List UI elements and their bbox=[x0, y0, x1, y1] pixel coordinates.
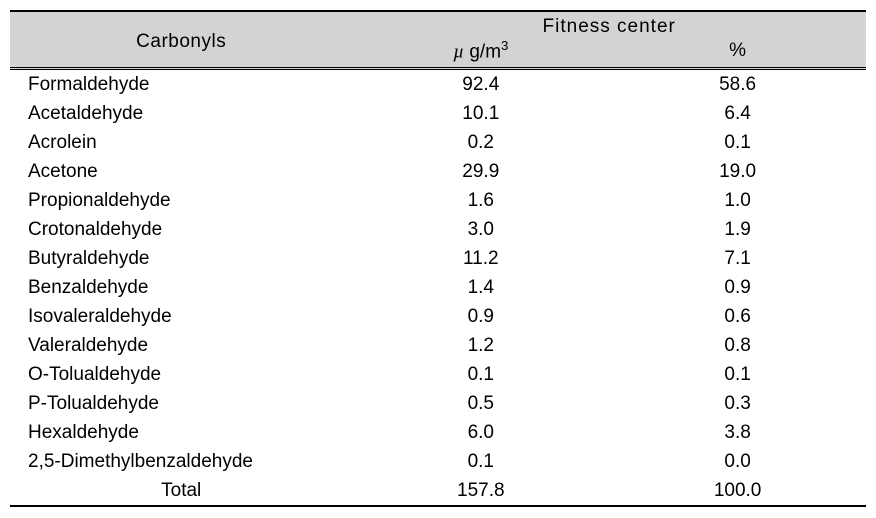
cell-conc: 0.5 bbox=[352, 389, 609, 418]
cell-pct: 19.0 bbox=[609, 157, 866, 186]
table-total-row: Total157.8100.0 bbox=[10, 476, 866, 506]
table-row: Propionaldehyde1.61.0 bbox=[10, 186, 866, 215]
total-conc: 157.8 bbox=[352, 476, 609, 506]
cell-name: Acetone bbox=[10, 157, 352, 186]
table-row: Acetaldehyde10.16.4 bbox=[10, 99, 866, 128]
cell-pct: 0.3 bbox=[609, 389, 866, 418]
cell-name: Valeraldehyde bbox=[10, 331, 352, 360]
table-row: P-Tolualdehyde0.50.3 bbox=[10, 389, 866, 418]
cell-pct: 1.9 bbox=[609, 215, 866, 244]
header-carbonyls: Carbonyls bbox=[10, 11, 352, 69]
cell-pct: 7.1 bbox=[609, 244, 866, 273]
table-row: Formaldehyde92.458.6 bbox=[10, 69, 866, 100]
cell-pct: 6.4 bbox=[609, 99, 866, 128]
cell-conc: 10.1 bbox=[352, 99, 609, 128]
cell-name: Acrolein bbox=[10, 128, 352, 157]
cell-pct: 58.6 bbox=[609, 69, 866, 100]
header-pct: % bbox=[609, 38, 866, 69]
cell-conc: 0.9 bbox=[352, 302, 609, 331]
table-header: Carbonyls Fitness center µ g/m3 % bbox=[10, 11, 866, 69]
cell-conc: 29.9 bbox=[352, 157, 609, 186]
table-row: Valeraldehyde1.20.8 bbox=[10, 331, 866, 360]
cell-name: Hexaldehyde bbox=[10, 418, 352, 447]
table-row: O-Tolualdehyde0.10.1 bbox=[10, 360, 866, 389]
table-body: Formaldehyde92.458.6Acetaldehyde10.16.4A… bbox=[10, 69, 866, 507]
cell-pct: 0.1 bbox=[609, 360, 866, 389]
table-row: Isovaleraldehyde0.90.6 bbox=[10, 302, 866, 331]
cell-name: Acetaldehyde bbox=[10, 99, 352, 128]
cell-name: Isovaleraldehyde bbox=[10, 302, 352, 331]
cell-conc: 3.0 bbox=[352, 215, 609, 244]
cell-name: P-Tolualdehyde bbox=[10, 389, 352, 418]
cell-pct: 0.6 bbox=[609, 302, 866, 331]
table-row: Butyraldehyde11.27.1 bbox=[10, 244, 866, 273]
cell-conc: 1.4 bbox=[352, 273, 609, 302]
cell-pct: 0.0 bbox=[609, 447, 866, 476]
table-row: Hexaldehyde6.03.8 bbox=[10, 418, 866, 447]
cell-pct: 0.8 bbox=[609, 331, 866, 360]
table-row: Crotonaldehyde3.01.9 bbox=[10, 215, 866, 244]
cell-pct: 0.9 bbox=[609, 273, 866, 302]
table-row: Benzaldehyde1.40.9 bbox=[10, 273, 866, 302]
header-unit: µ g/m3 bbox=[352, 38, 609, 69]
unit-sup: 3 bbox=[501, 38, 508, 53]
cell-name: O-Tolualdehyde bbox=[10, 360, 352, 389]
cell-conc: 1.2 bbox=[352, 331, 609, 360]
carbonyls-table-container: Carbonyls Fitness center µ g/m3 % Formal… bbox=[10, 10, 866, 507]
cell-conc: 0.1 bbox=[352, 447, 609, 476]
cell-conc: 0.1 bbox=[352, 360, 609, 389]
table-row: 2,5-Dimethylbenzaldehyde0.10.0 bbox=[10, 447, 866, 476]
total-label: Total bbox=[10, 476, 352, 506]
unit-rest: g/m bbox=[464, 41, 501, 62]
cell-name: Formaldehyde bbox=[10, 69, 352, 100]
cell-conc: 6.0 bbox=[352, 418, 609, 447]
total-pct: 100.0 bbox=[609, 476, 866, 506]
table-row: Acetone29.919.0 bbox=[10, 157, 866, 186]
unit-mu: µ bbox=[453, 41, 464, 62]
cell-name: 2,5-Dimethylbenzaldehyde bbox=[10, 447, 352, 476]
cell-conc: 11.2 bbox=[352, 244, 609, 273]
cell-name: Butyraldehyde bbox=[10, 244, 352, 273]
cell-conc: 1.6 bbox=[352, 186, 609, 215]
cell-pct: 3.8 bbox=[609, 418, 866, 447]
cell-name: Propionaldehyde bbox=[10, 186, 352, 215]
carbonyls-table: Carbonyls Fitness center µ g/m3 % Formal… bbox=[10, 10, 866, 507]
cell-name: Benzaldehyde bbox=[10, 273, 352, 302]
cell-conc: 0.2 bbox=[352, 128, 609, 157]
cell-pct: 0.1 bbox=[609, 128, 866, 157]
cell-name: Crotonaldehyde bbox=[10, 215, 352, 244]
header-group: Fitness center bbox=[352, 11, 866, 38]
table-row: Acrolein0.20.1 bbox=[10, 128, 866, 157]
cell-pct: 1.0 bbox=[609, 186, 866, 215]
cell-conc: 92.4 bbox=[352, 69, 609, 100]
